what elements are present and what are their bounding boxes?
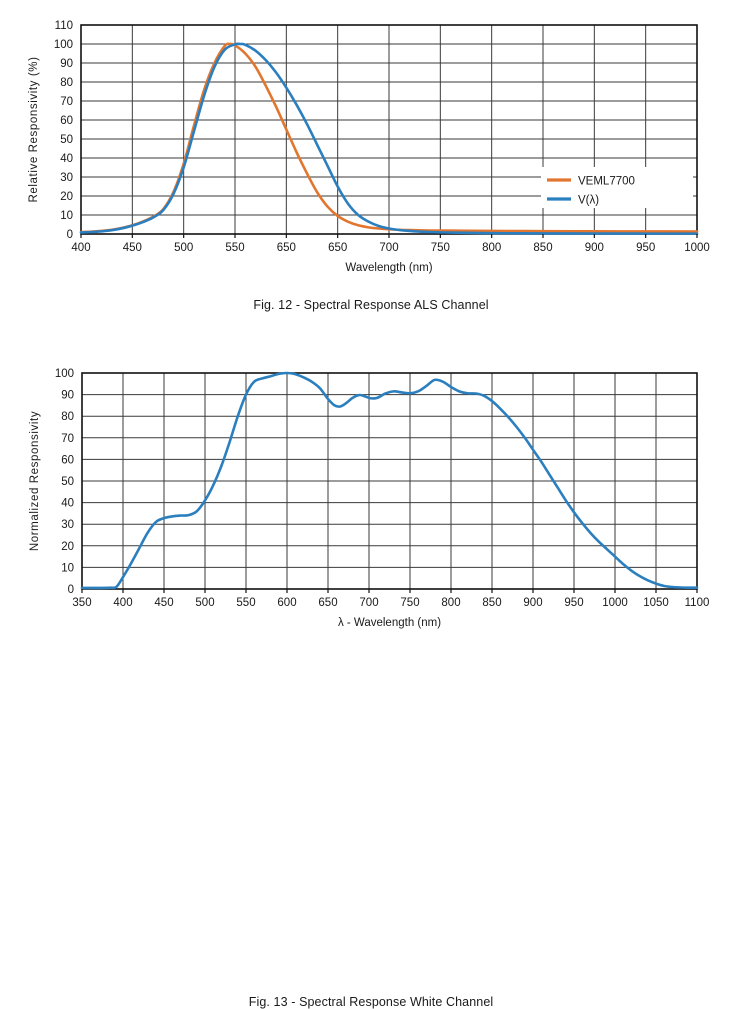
chart-spectral-response-white: 350 400 450 500 550 600 650 700 750 800 850 900 950 1… <box>29 368 709 629</box>
y-tick-label: 100 <box>54 39 73 51</box>
x-axis: 400 450 500 550 650 650 700 750 800 850 900 950 1000 <box>71 234 710 254</box>
x-tick-label: 450 <box>154 597 173 609</box>
x-tick-label: 750 <box>400 597 419 609</box>
legend-background <box>541 167 693 208</box>
x-axis: 350 400 450 500 550 600 650 700 750 800 850 900 950 1… <box>72 589 709 609</box>
y-tick-label: 60 <box>61 454 74 466</box>
figure-spectral-response-als: 400 450 500 550 650 650 700 750 800 850 900 950 1000… <box>0 0 742 330</box>
series-line-white-channel <box>80 371 699 590</box>
x-tick-label: 750 <box>431 242 450 254</box>
y-tick-label: 0 <box>67 229 73 241</box>
legend: VEML7700 V(λ) <box>541 167 693 208</box>
series-group <box>80 371 699 590</box>
y-tick-label: 80 <box>60 77 73 89</box>
x-tick-label: 650 <box>328 242 347 254</box>
x-tick-label: 1050 <box>643 597 669 609</box>
x-tick-label: 900 <box>585 242 604 254</box>
x-tick-label: 950 <box>636 242 655 254</box>
y-tick-label: 100 <box>55 368 74 380</box>
x-tick-label: 1000 <box>684 242 710 254</box>
y-tick-label: 80 <box>61 411 74 423</box>
x-tick-label: 350 <box>72 597 91 609</box>
y-tick-label: 10 <box>61 562 74 574</box>
figure-caption-white: Fig. 13 - Spectral Response White Channe… <box>248 995 494 1009</box>
y-tick-label: 90 <box>61 390 74 402</box>
y-tick-label: 70 <box>61 433 74 445</box>
x-tick-label: 400 <box>113 597 132 609</box>
y-tick-label: 10 <box>60 210 73 222</box>
series-group <box>79 42 699 235</box>
y-tick-label: 40 <box>61 498 74 510</box>
y-tick-label: 20 <box>61 541 74 553</box>
y-tick-label: 0 <box>68 584 74 596</box>
x-tick-label: 850 <box>482 597 501 609</box>
y-tick-label: 70 <box>60 96 73 108</box>
y-tick-label: 20 <box>60 191 73 203</box>
plot-area-border <box>81 372 698 590</box>
y-axis: 0 10 20 30 40 50 60 70 80 90 100 110 <box>54 20 73 241</box>
x-tick-label: 550 <box>236 597 255 609</box>
x-tick-label: 800 <box>441 597 460 609</box>
x-tick-label: 600 <box>277 597 296 609</box>
x-tick-label: 850 <box>533 242 552 254</box>
x-tick-label: 650 <box>318 597 337 609</box>
x-tick-label: 700 <box>379 242 398 254</box>
y-tick-label: 110 <box>55 20 73 32</box>
figure-caption-als: Fig. 12 - Spectral Response ALS Channel <box>253 298 489 312</box>
x-tick-label: 1000 <box>602 597 628 609</box>
gridlines <box>82 373 697 589</box>
x-tick-label: 500 <box>174 242 193 254</box>
x-tick-label: 550 <box>225 242 244 254</box>
x-tick-label: 900 <box>523 597 542 609</box>
x-axis-title: Wavelength (nm) <box>345 262 432 274</box>
y-tick-label: 30 <box>60 172 73 184</box>
x-axis-title: λ - Wavelength (nm) <box>338 617 441 629</box>
figure-spectral-response-white: 350 400 450 500 550 600 650 700 750 800 850 900 950 1… <box>0 345 742 1009</box>
y-axis-title: Normalized Responsivity <box>29 411 41 551</box>
chart-spectral-response-als: 400 450 500 550 650 650 700 750 800 850 900 950 1000… <box>28 20 710 274</box>
x-tick-label: 400 <box>71 242 90 254</box>
y-tick-label: 50 <box>61 476 74 488</box>
x-tick-label: 500 <box>195 597 214 609</box>
y-tick-label: 30 <box>61 519 74 531</box>
y-axis-title: Relative Responsivity (%) <box>28 56 40 202</box>
x-tick-label: 950 <box>564 597 583 609</box>
y-tick-label: 60 <box>60 115 73 127</box>
x-tick-label: 450 <box>123 242 142 254</box>
y-tick-label: 90 <box>60 58 73 70</box>
series-line-v <box>79 42 699 235</box>
y-tick-label: 50 <box>60 134 73 146</box>
legend-label: V(λ) <box>578 195 599 207</box>
legend-label: VEML7700 <box>578 176 635 188</box>
x-tick-label: 800 <box>482 242 501 254</box>
x-tick-label: 1100 <box>685 597 710 609</box>
y-axis: 0 10 20 30 40 50 60 70 80 90 100 <box>55 368 74 596</box>
y-tick-label: 40 <box>60 153 73 165</box>
x-tick-label: 700 <box>359 597 378 609</box>
x-tick-label: 650 <box>277 242 296 254</box>
